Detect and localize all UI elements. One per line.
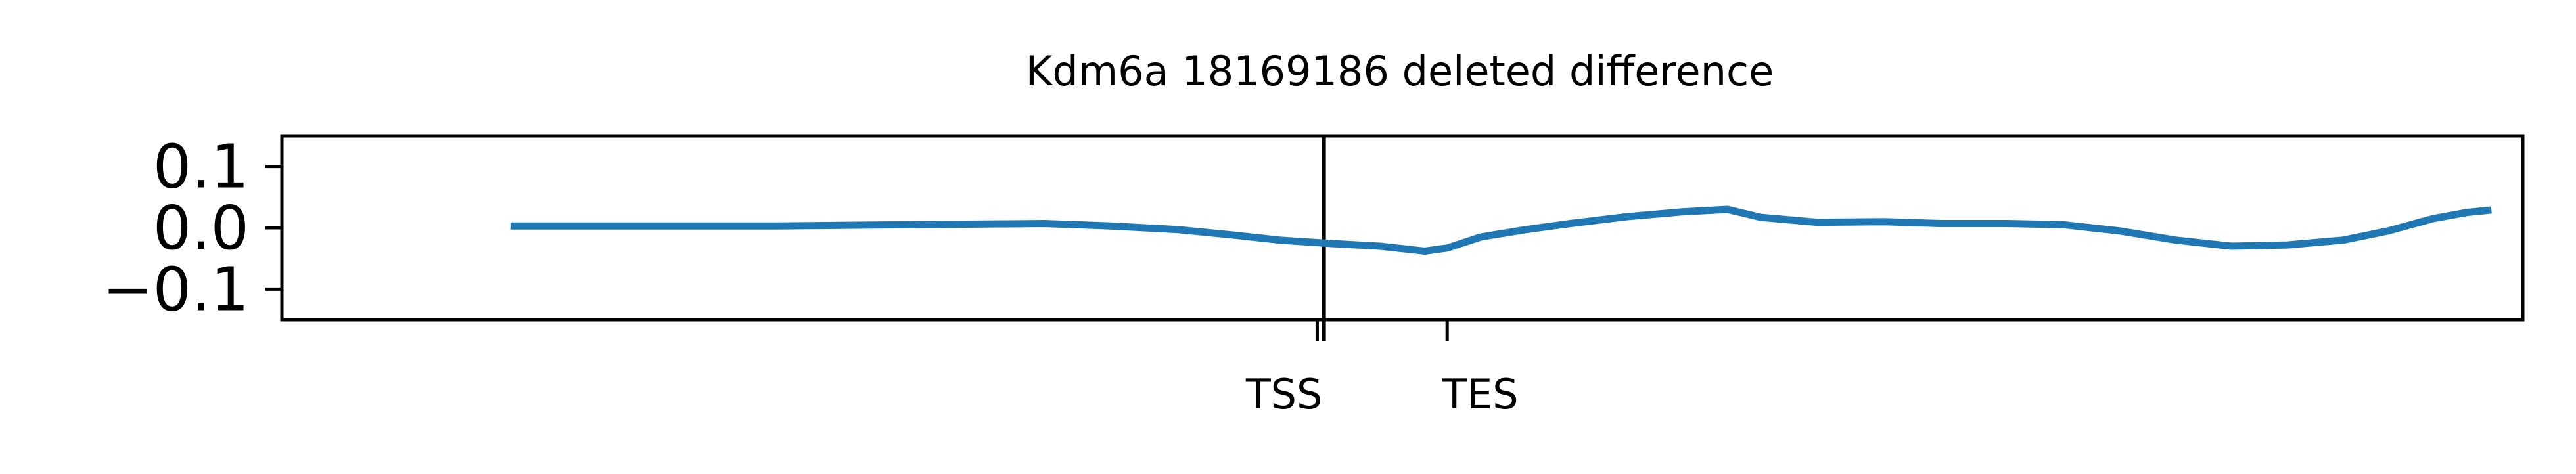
y-tick-label: −0.1 bbox=[103, 254, 249, 324]
y-tick-label: 0.0 bbox=[153, 193, 249, 263]
chart-marks: 0.10.0−0.1 TSS TES bbox=[103, 132, 2492, 418]
x-tick-label: TES bbox=[1441, 370, 1518, 418]
x-tick-label: TSS bbox=[1245, 370, 1323, 418]
y-tick-label: 0.1 bbox=[153, 132, 249, 202]
chart-title: Kdm6a 18169186 deleted difference bbox=[1026, 47, 1774, 95]
series-line-0 bbox=[510, 205, 2492, 255]
